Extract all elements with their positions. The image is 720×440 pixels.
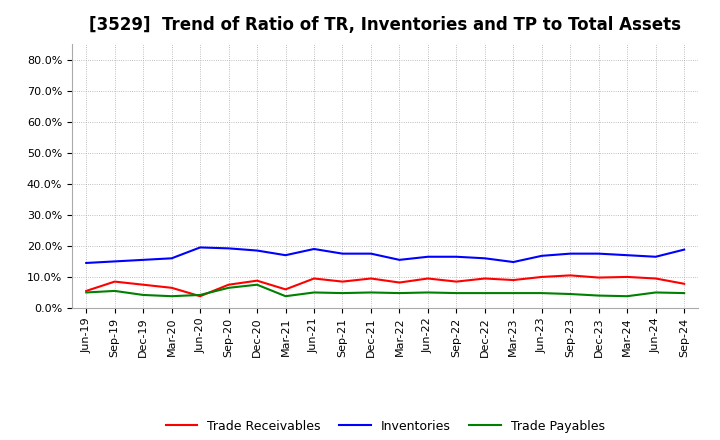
Trade Payables [566, 291, 575, 297]
Trade Payables [82, 290, 91, 295]
Trade Payables [225, 285, 233, 290]
Inventories [595, 251, 603, 256]
Trade Payables [623, 293, 631, 299]
Trade Payables [282, 293, 290, 299]
Trade Payables [110, 288, 119, 293]
Trade Payables [167, 293, 176, 299]
Line: Trade Payables: Trade Payables [86, 285, 684, 296]
Trade Receivables [480, 276, 489, 281]
Trade Payables [338, 290, 347, 296]
Inventories [480, 256, 489, 261]
Trade Payables [310, 290, 318, 295]
Trade Receivables [110, 279, 119, 284]
Inventories [167, 256, 176, 261]
Trade Payables [139, 292, 148, 297]
Inventories [652, 254, 660, 260]
Inventories [139, 257, 148, 263]
Trade Receivables [139, 282, 148, 287]
Title: [3529]  Trend of Ratio of TR, Inventories and TP to Total Assets: [3529] Trend of Ratio of TR, Inventories… [89, 16, 681, 34]
Trade Payables [680, 290, 688, 296]
Trade Payables [395, 290, 404, 296]
Trade Payables [480, 290, 489, 296]
Trade Payables [452, 290, 461, 296]
Trade Receivables [310, 276, 318, 281]
Legend: Trade Receivables, Inventories, Trade Payables: Trade Receivables, Inventories, Trade Pa… [161, 414, 610, 437]
Trade Payables [366, 290, 375, 295]
Trade Payables [423, 290, 432, 295]
Line: Trade Receivables: Trade Receivables [86, 275, 684, 296]
Trade Receivables [225, 282, 233, 287]
Inventories [423, 254, 432, 260]
Trade Receivables [196, 293, 204, 299]
Inventories [310, 246, 318, 252]
Trade Receivables [680, 281, 688, 286]
Inventories [537, 253, 546, 258]
Trade Payables [537, 290, 546, 296]
Trade Receivables [338, 279, 347, 284]
Inventories [82, 260, 91, 266]
Inventories [196, 245, 204, 250]
Inventories [338, 251, 347, 256]
Inventories [566, 251, 575, 256]
Trade Receivables [652, 276, 660, 281]
Trade Payables [652, 290, 660, 295]
Trade Receivables [452, 279, 461, 284]
Trade Receivables [423, 276, 432, 281]
Trade Receivables [366, 276, 375, 281]
Trade Receivables [537, 274, 546, 279]
Trade Payables [509, 290, 518, 296]
Trade Payables [595, 293, 603, 298]
Trade Receivables [395, 280, 404, 285]
Inventories [225, 246, 233, 251]
Trade Receivables [253, 278, 261, 283]
Line: Inventories: Inventories [86, 247, 684, 263]
Trade Receivables [167, 285, 176, 290]
Trade Receivables [566, 273, 575, 278]
Inventories [110, 259, 119, 264]
Trade Receivables [509, 277, 518, 282]
Inventories [253, 248, 261, 253]
Trade Receivables [82, 288, 91, 293]
Trade Receivables [595, 275, 603, 280]
Trade Payables [196, 292, 204, 297]
Trade Receivables [282, 287, 290, 292]
Inventories [395, 257, 404, 263]
Inventories [623, 253, 631, 258]
Inventories [452, 254, 461, 260]
Inventories [509, 260, 518, 265]
Trade Receivables [623, 274, 631, 279]
Inventories [282, 253, 290, 258]
Inventories [680, 247, 688, 252]
Inventories [366, 251, 375, 256]
Trade Payables [253, 282, 261, 287]
